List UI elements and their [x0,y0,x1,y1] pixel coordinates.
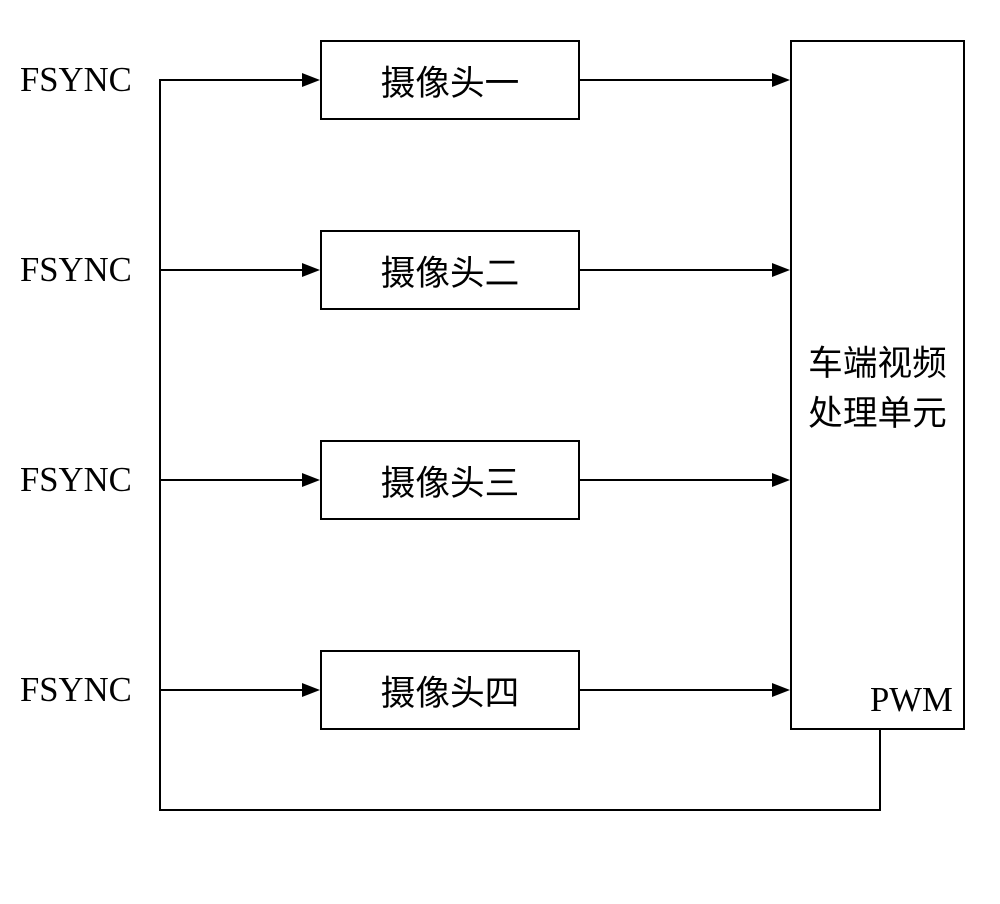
pwm-label: PWM [870,681,953,720]
fsync-label-3: FSYNC [20,461,132,500]
fsync-label-2: FSYNC [20,251,132,290]
diagram-canvas: 摄像头一摄像头二摄像头三摄像头四 车端视频 处理单元PWM FSYNC FSYNC FS… [0,0,1000,904]
processor-box: 车端视频 处理单元 [790,40,965,730]
camera-box-2: 摄像头二 [320,230,580,310]
fsync-label-4: FSYNC [20,671,132,710]
camera-box-3: 摄像头三 [320,440,580,520]
camera-box-4: 摄像头四 [320,650,580,730]
camera-box-1: 摄像头一 [320,40,580,120]
fsync-label-1: FSYNC [20,61,132,100]
